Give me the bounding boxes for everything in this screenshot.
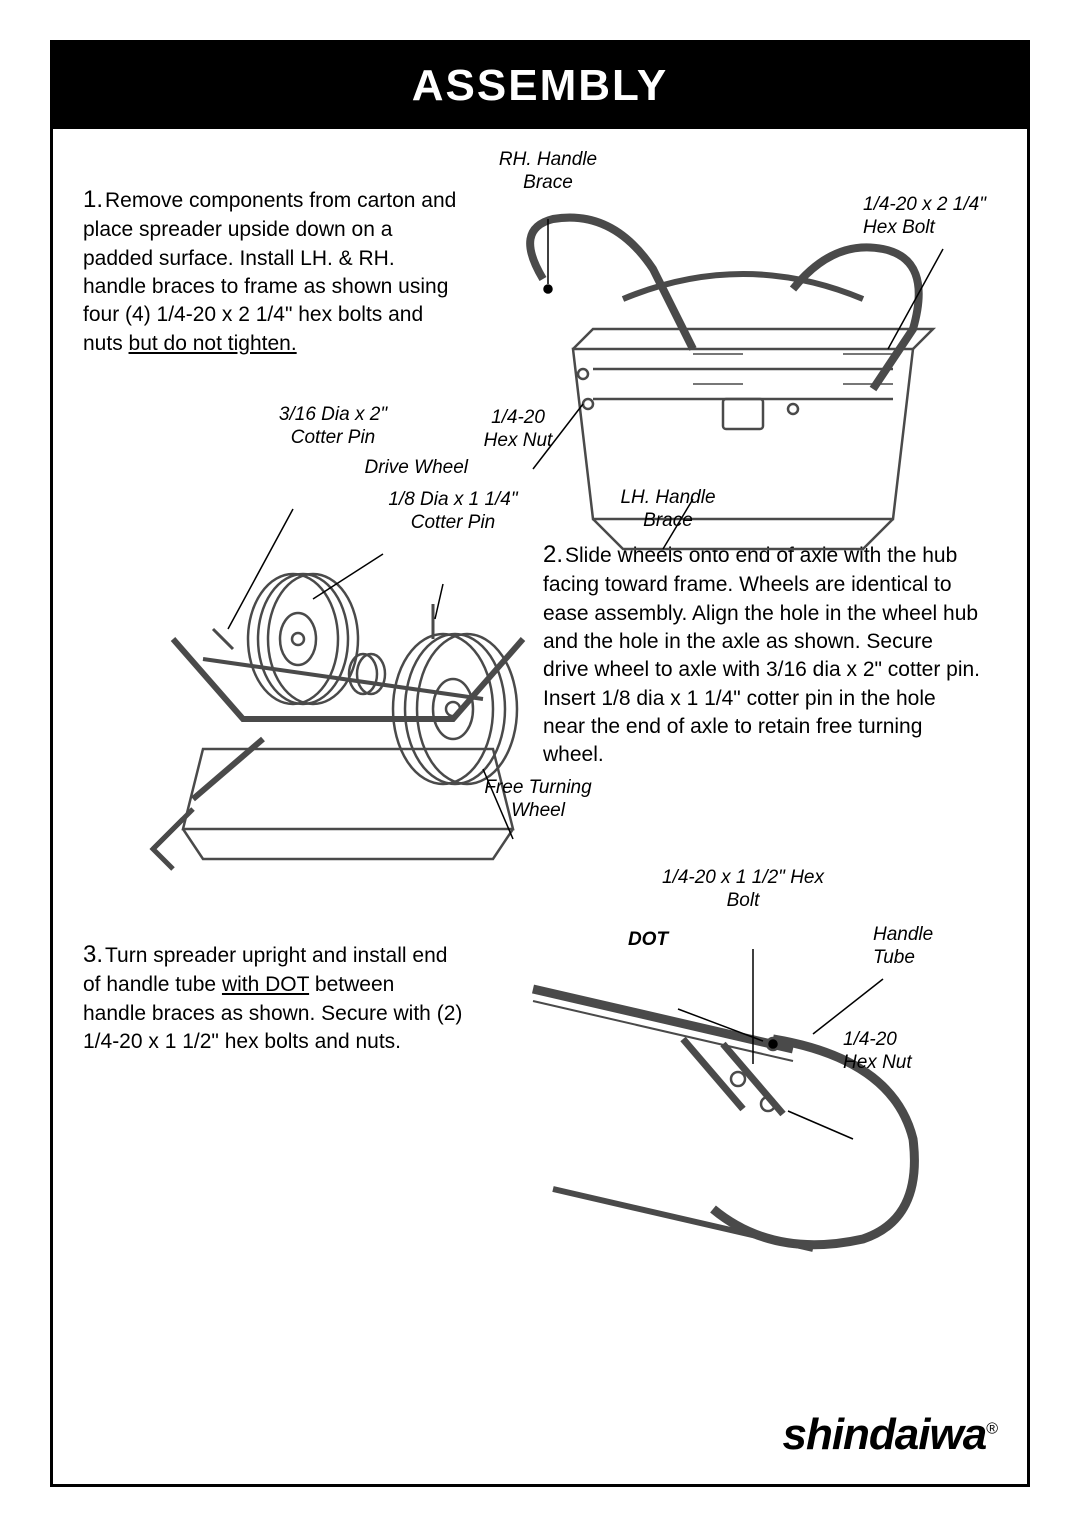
label-hex-nut-2: 1/4-20Hex Nut xyxy=(843,1029,933,1075)
brand-logo: shindaiwa® xyxy=(782,1410,997,1460)
step-3-num: 3. xyxy=(83,939,105,971)
brand-reg: ® xyxy=(986,1420,997,1437)
content-area: 1.Remove components from carton and plac… xyxy=(53,129,1027,1480)
header-bar: ASSEMBLY xyxy=(53,43,1027,129)
label-hex-bolt-1: 1/4-20 x 2 1/4"Hex Bolt xyxy=(863,194,1013,240)
diagram-frame xyxy=(493,189,983,569)
label-cotter-pin-2: 1/8 Dia x 1 1/4"Cotter Pin xyxy=(378,489,528,535)
label-dot: DOT xyxy=(618,929,678,952)
label-handle-tube: HandleTube xyxy=(873,924,953,970)
step-1-num: 1. xyxy=(83,184,105,216)
page: ASSEMBLY 1.Remove components from carton… xyxy=(0,0,1080,1527)
label-drive-wheel: Drive Wheel xyxy=(338,457,468,480)
label-rh-handle-brace: RH. HandleBrace xyxy=(488,149,608,195)
label-free-wheel: Free TurningWheel xyxy=(473,777,603,823)
brand-name: shindaiwa xyxy=(782,1410,986,1459)
outer-border: ASSEMBLY 1.Remove components from carton… xyxy=(50,40,1030,1487)
label-cotter-pin-1: 3/16 Dia x 2"Cotter Pin xyxy=(268,404,398,450)
step-3-text-underline: with DOT xyxy=(222,973,309,996)
step-1-text-a: Remove components from carton and place … xyxy=(83,189,456,355)
label-lh-handle-brace: LH. HandleBrace xyxy=(608,487,728,533)
step-3: 3.Turn spreader upright and install end … xyxy=(83,939,463,1056)
step-2-text: Slide wheels onto end of axle with the h… xyxy=(543,544,980,766)
step-1-text-underline: but do not tighten. xyxy=(129,332,297,355)
label-hex-bolt-2: 1/4-20 x 1 1/2" HexBolt xyxy=(643,867,843,913)
step-2: 2.Slide wheels onto end of axle with the… xyxy=(543,539,983,770)
header-title: ASSEMBLY xyxy=(412,61,668,110)
step-1: 1.Remove components from carton and plac… xyxy=(83,184,463,358)
